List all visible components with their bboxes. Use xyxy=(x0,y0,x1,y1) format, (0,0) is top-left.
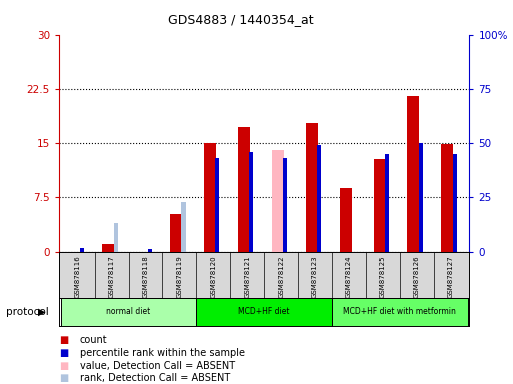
Bar xyxy=(272,150,284,252)
Text: GSM878127: GSM878127 xyxy=(448,255,453,298)
Text: GSM878118: GSM878118 xyxy=(143,255,148,298)
Bar xyxy=(332,298,468,326)
Text: GDS4883 / 1440354_at: GDS4883 / 1440354_at xyxy=(168,13,314,26)
Text: GSM878119: GSM878119 xyxy=(176,255,183,298)
Text: ■: ■ xyxy=(59,361,68,371)
Text: ■: ■ xyxy=(59,373,68,383)
Bar xyxy=(113,223,117,252)
Bar xyxy=(340,188,351,252)
Bar xyxy=(148,249,151,252)
Text: GSM878116: GSM878116 xyxy=(75,255,81,298)
Bar xyxy=(407,96,419,252)
Bar xyxy=(238,127,250,252)
Bar xyxy=(170,214,182,252)
Text: protocol: protocol xyxy=(6,307,49,317)
Text: GSM878122: GSM878122 xyxy=(278,255,284,298)
Text: GSM878120: GSM878120 xyxy=(210,255,216,298)
Text: MCD+HF diet with metformin: MCD+HF diet with metformin xyxy=(343,308,456,316)
Bar xyxy=(102,244,114,252)
Text: GSM878126: GSM878126 xyxy=(414,255,420,298)
Bar xyxy=(182,202,186,252)
Bar xyxy=(204,143,216,252)
Text: ■: ■ xyxy=(59,348,68,358)
Bar xyxy=(317,145,321,252)
Text: MCD+HF diet: MCD+HF diet xyxy=(239,308,290,316)
Bar xyxy=(453,154,457,252)
Bar xyxy=(215,158,220,252)
Text: value, Detection Call = ABSENT: value, Detection Call = ABSENT xyxy=(80,361,234,371)
Text: GSM878121: GSM878121 xyxy=(244,255,250,298)
Bar xyxy=(196,298,332,326)
Text: rank, Detection Call = ABSENT: rank, Detection Call = ABSENT xyxy=(80,373,230,383)
Bar xyxy=(306,123,318,252)
Text: normal diet: normal diet xyxy=(106,308,151,316)
Text: GSM878125: GSM878125 xyxy=(380,255,386,298)
Bar xyxy=(249,152,253,252)
Text: ■: ■ xyxy=(59,335,68,345)
Bar xyxy=(419,143,423,252)
Bar xyxy=(385,154,389,252)
Text: ▶: ▶ xyxy=(38,307,46,317)
Text: percentile rank within the sample: percentile rank within the sample xyxy=(80,348,245,358)
Bar xyxy=(61,298,196,326)
Text: GSM878117: GSM878117 xyxy=(109,255,114,298)
Bar xyxy=(80,248,84,252)
Text: GSM878123: GSM878123 xyxy=(312,255,318,298)
Bar xyxy=(283,158,287,252)
Text: count: count xyxy=(80,335,107,345)
Bar xyxy=(441,144,453,252)
Text: GSM878124: GSM878124 xyxy=(346,255,352,298)
Bar xyxy=(373,159,385,252)
